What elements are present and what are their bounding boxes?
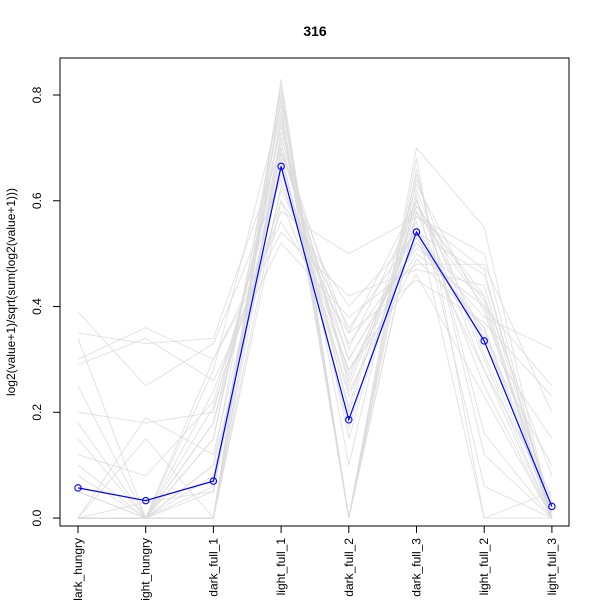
- x-tick-label: dark_full_1: [206, 538, 220, 597]
- background-series-line: [77, 137, 553, 520]
- y-axis-label: log2(value+1)/sqrt(sum(log2(value+1))): [4, 188, 18, 396]
- y-tick-label: 0.2: [30, 404, 44, 421]
- highlight-point: [480, 337, 488, 345]
- highlight-point: [277, 162, 285, 171]
- x-tick-label: light_full_2: [477, 538, 491, 596]
- x-tick-label: dark_hungry: [71, 538, 85, 600]
- highlight-point: [345, 415, 353, 424]
- background-series-line: [78, 199, 553, 519]
- highlight-point: [209, 477, 218, 485]
- y-tick-label: 0.0: [30, 509, 44, 526]
- background-series-line: [78, 172, 553, 519]
- background-series-group: [77, 79, 553, 520]
- y-tick-label: 0.6: [30, 192, 44, 209]
- highlight-point: [74, 484, 82, 492]
- background-series-line: [78, 153, 553, 519]
- chart-title: 316: [303, 23, 327, 39]
- background-series-line: [77, 131, 553, 519]
- x-tick-label: dark_full_2: [342, 538, 356, 597]
- y-tick-label: 0.4: [30, 298, 44, 315]
- highlight-series-line: [77, 166, 553, 507]
- y-tick-label: 0.8: [30, 86, 44, 103]
- background-series-line: [77, 178, 553, 387]
- x-axis: dark_hungry light_hungry dark_full_1 light_…: [71, 526, 559, 600]
- x-tick-label: light_full_1: [274, 538, 288, 596]
- x-tick-label: light_full_3: [545, 538, 559, 596]
- y-axis: 0.0 0.2 0.4 0.6 0.8: [30, 86, 61, 526]
- x-tick-label: light_hungry: [139, 538, 153, 600]
- highlight-point: [548, 502, 556, 511]
- background-series-line: [78, 110, 553, 519]
- background-series-line: [77, 147, 553, 519]
- background-series-line: [78, 199, 553, 519]
- highlight-point: [141, 496, 150, 505]
- highlight-series-group: [74, 162, 556, 511]
- background-series-line: [78, 94, 552, 519]
- x-tick-label: dark_full_3: [410, 538, 424, 597]
- background-series-line: [77, 188, 553, 519]
- background-series-line: [77, 126, 553, 519]
- highlight-point: [412, 228, 421, 236]
